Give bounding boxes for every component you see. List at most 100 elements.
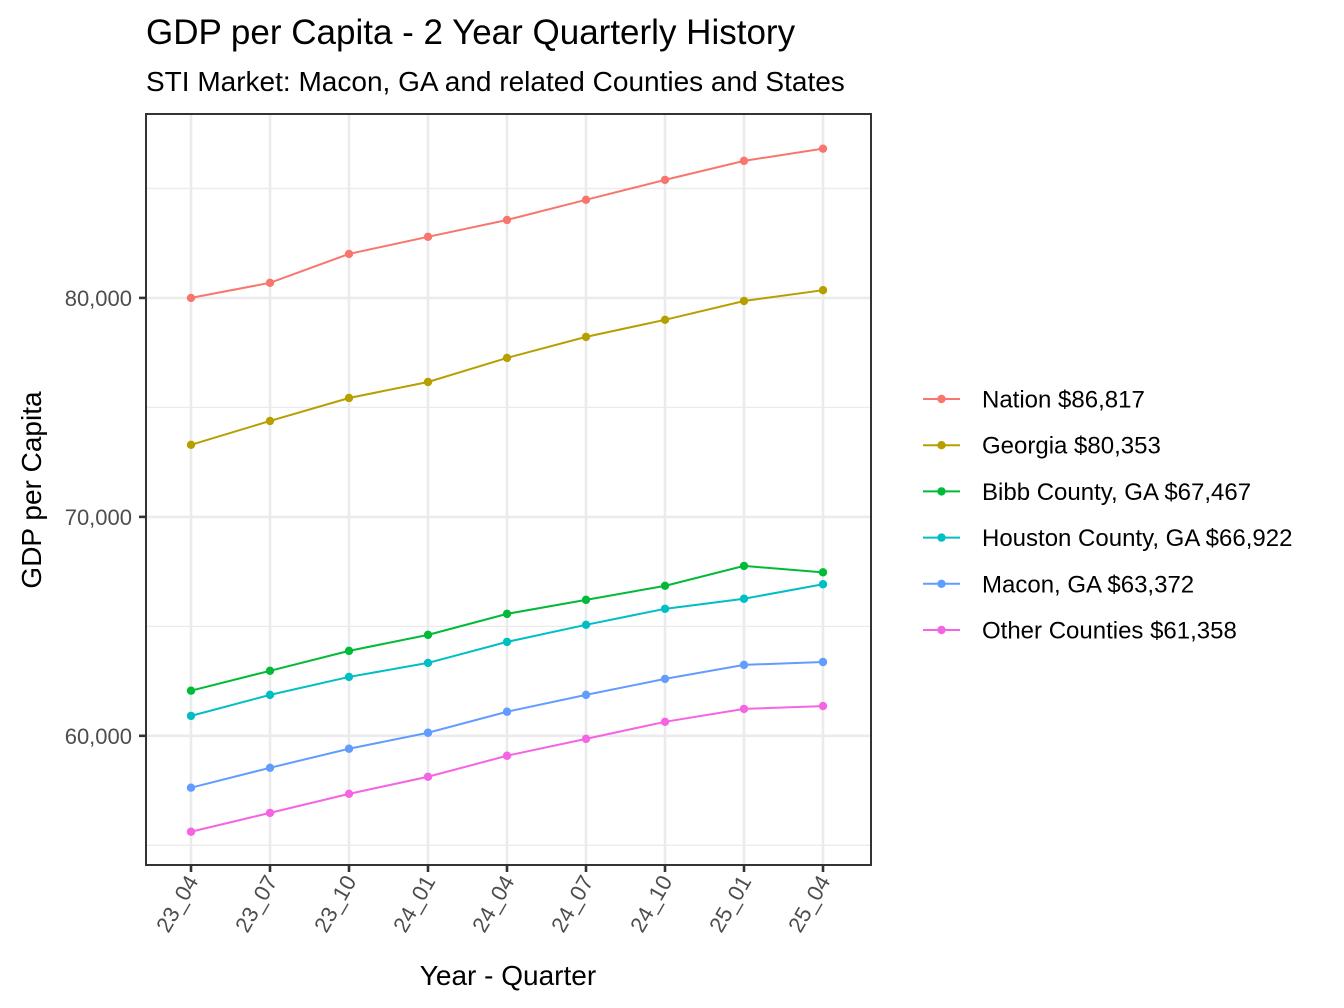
data-point <box>265 763 275 772</box>
data-point <box>186 686 196 695</box>
legend-item: Nation $86,817 <box>923 387 1145 414</box>
data-point <box>502 609 512 619</box>
chart-title: GDP per Capita - 2 Year Quarterly Histor… <box>146 13 796 52</box>
data-point <box>423 377 433 387</box>
data-point <box>423 232 433 242</box>
data-point <box>660 581 670 591</box>
legend-label: Bibb County, GA $67,467 <box>982 479 1251 506</box>
data-point <box>344 744 354 753</box>
legend-item: Georgia $80,353 <box>923 433 1161 460</box>
data-point <box>423 630 433 640</box>
data-point <box>660 717 670 727</box>
x-tick-label: 24_04 <box>467 871 519 936</box>
x-tick-label: 24_10 <box>625 871 677 936</box>
data-point <box>265 808 275 818</box>
x-tick-label: 23_10 <box>309 871 361 936</box>
x-tick-label: 24_01 <box>388 871 440 936</box>
data-point <box>344 646 354 656</box>
legend-item: Houston County, GA $66,922 <box>923 525 1292 552</box>
x-tick-label: 23_07 <box>230 871 282 936</box>
legend-label: Other Counties $61,358 <box>982 618 1237 645</box>
data-point <box>739 296 749 306</box>
series-other-counties <box>186 701 828 836</box>
legend: Nation $86,817 Georgia $80,353 Bibb County… <box>923 387 1292 645</box>
data-point <box>423 728 433 737</box>
y-axis: 60,000 70,000 80,000 <box>65 286 146 749</box>
data-point <box>581 620 591 630</box>
legend-item: Other Counties $61,358 <box>923 618 1237 645</box>
y-tick-label: 70,000 <box>65 505 132 530</box>
legend-label: Houston County, GA $66,922 <box>982 525 1292 552</box>
series-georgia <box>186 285 828 450</box>
data-point <box>265 690 275 700</box>
x-tick-label: 25_04 <box>783 871 835 936</box>
data-point <box>818 580 828 589</box>
data-point <box>186 293 196 303</box>
y-tick-label: 60,000 <box>65 724 132 749</box>
data-point <box>265 416 275 426</box>
data-point <box>502 707 512 716</box>
data-point <box>344 249 354 259</box>
x-tick-label: 23_04 <box>151 871 203 936</box>
data-point <box>344 393 354 403</box>
data-point <box>265 666 275 675</box>
legend-label: Nation $86,817 <box>982 387 1145 414</box>
x-tick-label: 25_01 <box>704 871 756 936</box>
data-point <box>581 690 591 700</box>
chart-subtitle: STI Market: Macon, GA and related Counti… <box>146 66 845 97</box>
data-point <box>739 156 749 166</box>
minor-gridlines <box>146 187 871 846</box>
data-point <box>502 751 512 760</box>
data-point <box>739 660 749 670</box>
legend-key-point <box>937 533 946 542</box>
data-point <box>186 440 196 450</box>
data-point <box>423 658 433 668</box>
data-point <box>581 595 591 605</box>
data-point <box>660 674 670 684</box>
legend-key-point <box>937 625 946 635</box>
data-point <box>423 772 433 781</box>
data-point <box>186 711 196 721</box>
data-point <box>818 285 828 295</box>
data-point <box>581 734 591 744</box>
data-point <box>739 704 749 714</box>
series-group <box>186 144 828 836</box>
data-point <box>818 701 828 711</box>
data-point <box>186 827 196 836</box>
legend-item: Bibb County, GA $67,467 <box>923 479 1251 506</box>
x-tick-label: 24_07 <box>546 871 598 936</box>
data-point <box>660 175 670 185</box>
data-point <box>739 594 749 603</box>
data-point <box>581 332 591 342</box>
series-houston-county-ga <box>186 580 828 721</box>
series-macon-ga <box>186 657 828 792</box>
y-tick-label: 80,000 <box>65 286 132 311</box>
data-point <box>344 789 354 799</box>
series-bibb-county-ga <box>186 561 828 695</box>
legend-item: Macon, GA $63,372 <box>923 571 1194 598</box>
data-point <box>502 215 512 225</box>
data-point <box>818 568 828 577</box>
legend-key-point <box>937 579 946 588</box>
data-point <box>265 278 275 288</box>
legend-label: Macon, GA $63,372 <box>982 571 1194 598</box>
legend-label: Georgia $80,353 <box>982 433 1161 460</box>
data-point <box>660 604 670 614</box>
x-axis-title: Year - Quarter <box>420 960 596 991</box>
series-nation <box>186 144 828 303</box>
x-axis: 23_04 23_07 23_10 24_01 24_04 24_07 24_10 25_01… <box>151 865 835 936</box>
data-point <box>581 195 591 205</box>
data-point <box>344 672 354 682</box>
legend-key-point <box>937 487 946 496</box>
data-point <box>739 561 749 571</box>
data-point <box>660 315 670 325</box>
plot-panel <box>145 113 872 866</box>
data-point <box>818 144 828 153</box>
y-axis-title: GDP per Capita <box>16 391 47 589</box>
data-point <box>818 657 828 667</box>
data-point <box>502 353 512 363</box>
data-point <box>502 637 512 647</box>
legend-key-point <box>937 394 946 404</box>
legend-key-point <box>937 441 946 450</box>
